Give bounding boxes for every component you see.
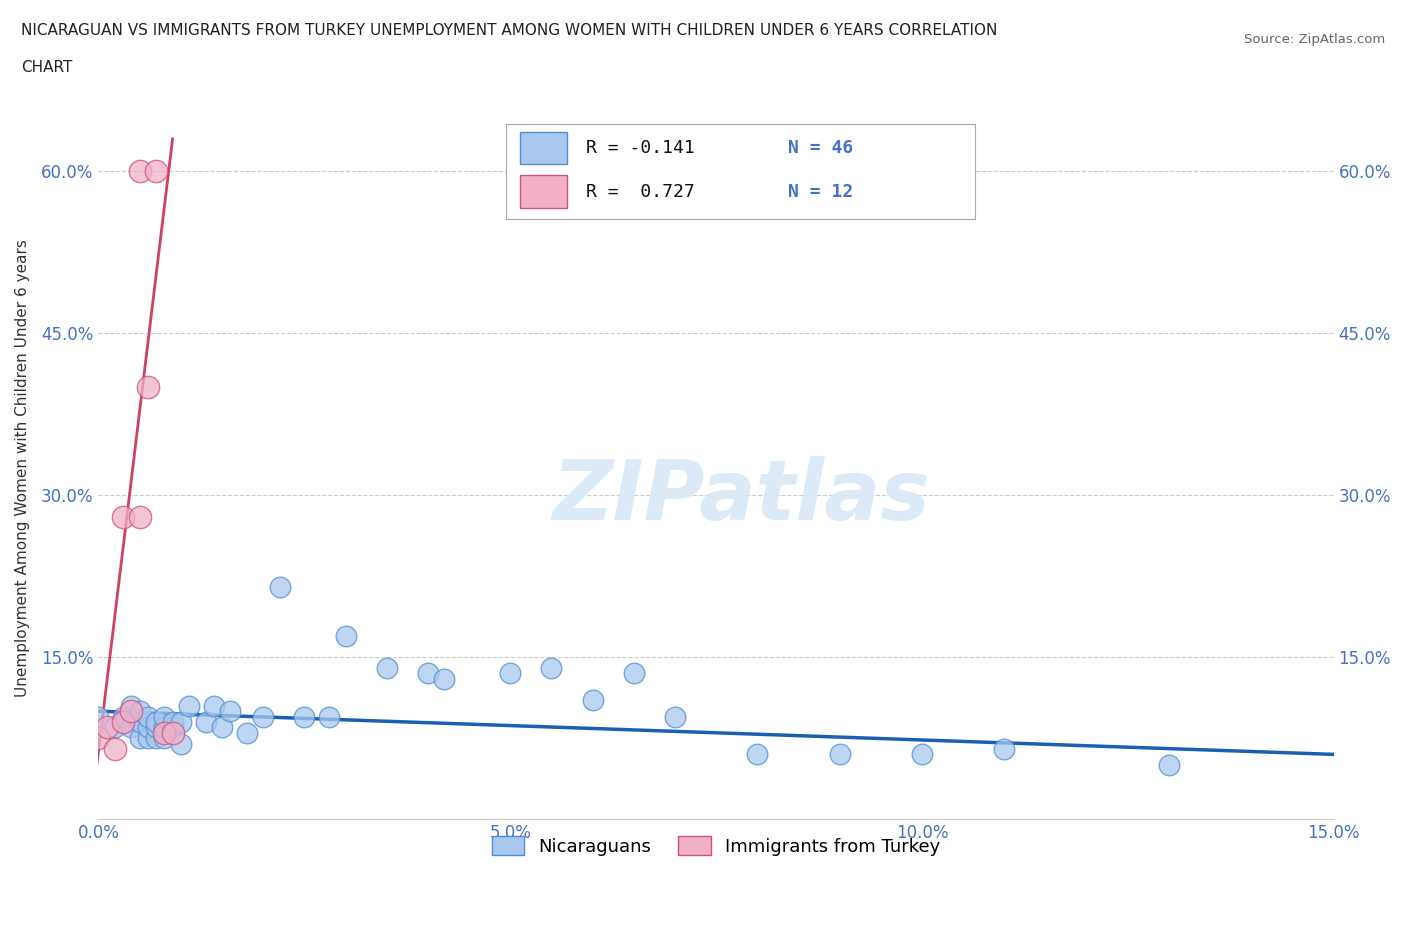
Point <box>120 704 142 719</box>
Point <box>136 710 159 724</box>
Point <box>416 666 439 681</box>
Point <box>112 714 135 729</box>
Point <box>219 704 242 719</box>
Point <box>828 747 851 762</box>
Point <box>87 731 110 746</box>
Point <box>292 710 315 724</box>
Point <box>177 698 200 713</box>
Y-axis label: Unemployment Among Women with Children Under 6 years: Unemployment Among Women with Children U… <box>15 239 30 698</box>
Point <box>104 720 127 735</box>
Point <box>252 710 274 724</box>
Point <box>318 710 340 724</box>
Point <box>153 731 176 746</box>
Text: Source: ZipAtlas.com: Source: ZipAtlas.com <box>1244 33 1385 46</box>
Point <box>136 731 159 746</box>
Point <box>911 747 934 762</box>
Point <box>211 720 233 735</box>
Point <box>112 714 135 729</box>
Text: NICARAGUAN VS IMMIGRANTS FROM TURKEY UNEMPLOYMENT AMONG WOMEN WITH CHILDREN UNDE: NICARAGUAN VS IMMIGRANTS FROM TURKEY UNE… <box>21 23 997 38</box>
Point <box>112 510 135 525</box>
Point <box>540 660 562 675</box>
Point <box>235 725 257 740</box>
Point <box>747 747 769 762</box>
Point <box>269 579 291 594</box>
Point <box>170 714 193 729</box>
Point <box>1157 758 1180 773</box>
Point <box>104 741 127 756</box>
Text: CHART: CHART <box>21 60 73 75</box>
Point <box>120 698 142 713</box>
Point <box>993 741 1015 756</box>
Point <box>153 725 176 740</box>
Point <box>96 720 118 735</box>
Point <box>499 666 522 681</box>
Point <box>136 379 159 394</box>
Point <box>202 698 225 713</box>
Legend: Nicaraguans, Immigrants from Turkey: Nicaraguans, Immigrants from Turkey <box>484 829 948 863</box>
Point <box>136 720 159 735</box>
Point <box>145 731 167 746</box>
Point <box>145 714 167 729</box>
Point <box>112 710 135 724</box>
Point <box>128 704 150 719</box>
Point <box>128 164 150 179</box>
Point <box>335 628 357 643</box>
Point <box>153 710 176 724</box>
Point <box>128 714 150 729</box>
Point <box>162 720 184 735</box>
Text: ZIPatlas: ZIPatlas <box>551 456 929 537</box>
Point <box>87 710 110 724</box>
Point <box>128 510 150 525</box>
Point <box>581 693 603 708</box>
Point <box>375 660 398 675</box>
Point <box>162 714 184 729</box>
Point <box>170 737 193 751</box>
Point <box>145 720 167 735</box>
Point <box>194 714 217 729</box>
Point <box>120 720 142 735</box>
Point <box>128 731 150 746</box>
Point <box>153 720 176 735</box>
Point <box>145 164 167 179</box>
Point <box>162 725 184 740</box>
Point <box>433 671 456 686</box>
Point <box>664 710 686 724</box>
Point <box>623 666 645 681</box>
